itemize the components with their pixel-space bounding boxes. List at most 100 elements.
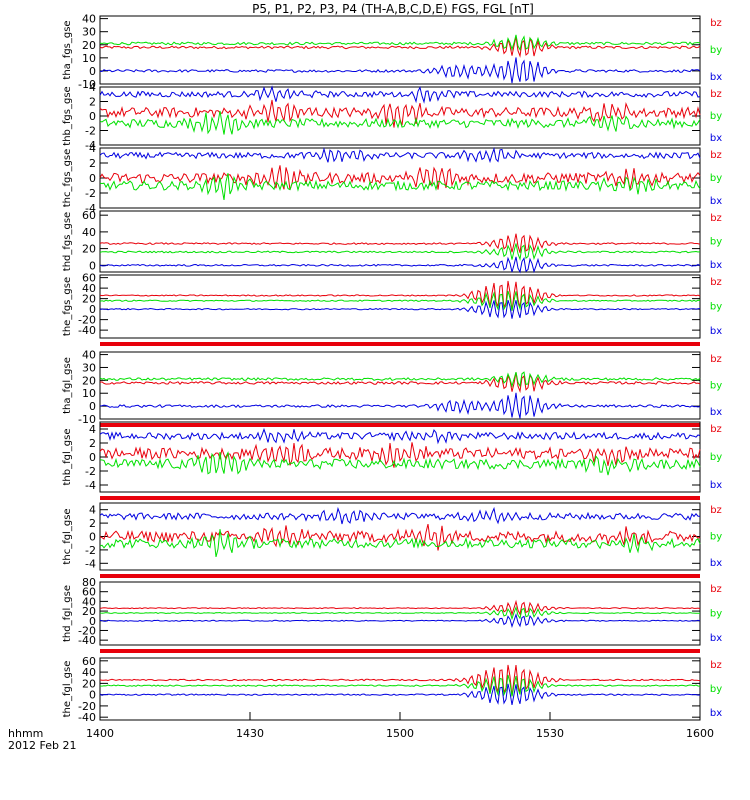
- y-tick-label: -20: [78, 700, 96, 713]
- series-by: [99, 371, 701, 388]
- y-tick-label: 20: [82, 293, 96, 306]
- series-by: [99, 290, 701, 311]
- x-tick-label: 1600: [686, 727, 714, 740]
- y-tick-label: 0: [89, 531, 96, 544]
- y-tick-label: 4: [89, 423, 96, 436]
- y-tick-label: -4: [85, 479, 96, 492]
- y-tick-label: -10: [78, 78, 96, 91]
- y-axis-label: thc_fgl_gse: [62, 508, 73, 564]
- y-tick-label: 0: [89, 400, 96, 413]
- legend-bx: bx: [710, 72, 722, 83]
- y-tick-label: 10: [82, 387, 96, 400]
- legend-bx: bx: [710, 633, 722, 644]
- y-tick-label: 4: [89, 504, 96, 517]
- x-tick-label: 1430: [236, 727, 264, 740]
- x-tick-label: 1400: [86, 727, 114, 740]
- y-tick-label: 0: [89, 303, 96, 316]
- x-tick-label: 1530: [536, 727, 564, 740]
- series-bx: [99, 506, 701, 525]
- y-tick-label: 0: [89, 110, 96, 123]
- y-tick-label: 40: [82, 666, 96, 679]
- y-tick-label: -10: [78, 413, 96, 426]
- legend-by: by: [710, 532, 722, 543]
- series-bz: [99, 599, 701, 617]
- y-tick-label: 20: [82, 605, 96, 618]
- panel-thc_fgl_gse: 420-2-4 thc_fgl_gse bz by bx: [62, 502, 722, 578]
- y-tick-label: 40: [82, 226, 96, 239]
- legend-bz: bz: [710, 424, 722, 435]
- y-tick-label: 0: [89, 65, 96, 78]
- legend-bx: bx: [710, 196, 722, 207]
- legend-bz: bz: [710, 150, 722, 161]
- legend-bx: bx: [710, 133, 722, 144]
- y-axis-label: tha_fgl_gse: [62, 357, 73, 414]
- x-axis: 1400 1430 1500 1530 1600: [86, 712, 714, 740]
- series-bx: [99, 427, 701, 445]
- y-tick-label: 20: [82, 39, 96, 52]
- panel-frame: [99, 351, 701, 420]
- y-axis-label: the_fgs_gse: [62, 277, 73, 336]
- y-tick-label: 4: [89, 142, 96, 155]
- y-axis-label: the_fgl_gse: [62, 661, 73, 718]
- series-bx: [99, 392, 701, 419]
- y-tick-label: -4: [85, 557, 96, 570]
- y-tick-label: 30: [82, 361, 96, 374]
- y-tick-label: 0: [89, 451, 96, 464]
- x-label-line-2: 2012 Feb 21: [8, 739, 76, 752]
- legend-by: by: [710, 45, 722, 56]
- panel-frame: [99, 657, 701, 721]
- series-bx: [99, 85, 701, 104]
- legend-by: by: [710, 381, 722, 392]
- y-tick-label: 80: [82, 576, 96, 589]
- y-tick-label: -2: [85, 544, 96, 557]
- series-bx: [99, 300, 701, 319]
- y-axis-label: thb_fgl_gse: [62, 429, 73, 486]
- y-tick-label: 30: [82, 26, 96, 39]
- panel-frame: [99, 502, 701, 571]
- legend-bz: bz: [710, 354, 722, 365]
- y-tick-label: 4: [89, 81, 96, 94]
- panel-thb_fgs_gse: 4 20 -2-4 thb_fgs_gse bz by bx: [62, 81, 722, 152]
- y-axis-label: thd_fgs_gse: [62, 212, 73, 271]
- legend-bx: bx: [710, 708, 722, 719]
- y-tick-label: 2: [89, 96, 96, 109]
- series-bx: [99, 256, 701, 274]
- y-tick-label: -40: [78, 634, 96, 647]
- legend-bx: bx: [710, 260, 722, 271]
- y-tick-label: 20: [82, 677, 96, 690]
- legend-bz: bz: [710, 89, 722, 100]
- y-tick-label: -2: [85, 187, 96, 200]
- y-tick-label: 40: [82, 595, 96, 608]
- y-tick-label: -2: [85, 125, 96, 138]
- series-bx: [99, 683, 701, 705]
- legend-bx: bx: [710, 407, 722, 418]
- series-bz: [99, 523, 701, 551]
- y-tick-label: 2: [89, 437, 96, 450]
- y-tick-label: 2: [89, 517, 96, 530]
- panel-thc_fgs_gse: 4 2 0 -2 -4 thc_fgs_gse bz by bx: [62, 142, 722, 215]
- series-bz: [99, 165, 701, 191]
- legend-by: by: [710, 609, 722, 620]
- legend-by: by: [710, 237, 722, 248]
- legend-bz: bz: [710, 18, 722, 29]
- legend-bz: bz: [710, 277, 722, 288]
- y-axis-label: thb_fgs_gse: [62, 86, 73, 145]
- y-tick-label: 60: [82, 272, 96, 285]
- flag-bar: [100, 423, 700, 427]
- series-bx: [99, 612, 701, 628]
- y-axis-label: thd_fgl_gse: [62, 585, 73, 642]
- series-bz: [99, 233, 701, 253]
- y-tick-label: 0: [89, 172, 96, 185]
- legend-by: by: [710, 111, 722, 122]
- flag-bar: [100, 574, 700, 578]
- series-bz: [99, 280, 701, 311]
- panel-thb_fgl_gse: 420-2-4 thb_fgl_gse bz by bx: [62, 421, 722, 500]
- y-tick-label: -20: [78, 624, 96, 637]
- y-tick-label: -2: [85, 465, 96, 478]
